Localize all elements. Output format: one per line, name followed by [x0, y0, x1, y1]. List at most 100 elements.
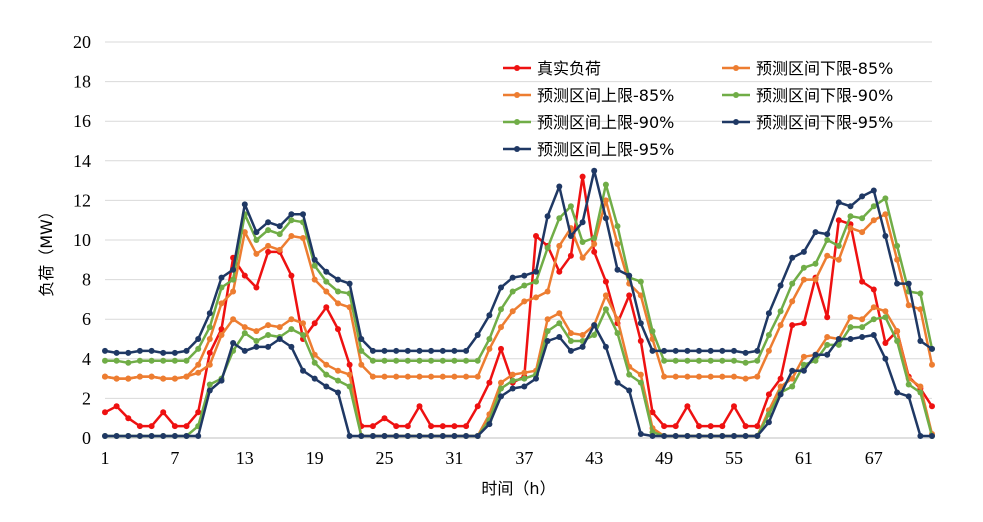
data-point: [661, 347, 668, 354]
y-tick-label: 16: [73, 111, 91, 131]
data-point: [602, 215, 609, 222]
data-point: [230, 340, 237, 346]
data-point: [835, 199, 842, 206]
data-point: [533, 294, 539, 301]
data-point: [731, 357, 737, 364]
data-point: [905, 302, 912, 309]
data-point: [777, 383, 784, 390]
data-point: [451, 357, 458, 364]
data-point: [230, 288, 237, 295]
data-point: [789, 280, 796, 287]
data-point: [474, 357, 481, 364]
data-point: [870, 304, 877, 311]
data-point: [789, 254, 796, 261]
data-point: [684, 403, 691, 410]
data-point: [533, 268, 539, 275]
data-point: [521, 282, 528, 289]
data-point: [649, 328, 656, 335]
data-point: [521, 375, 528, 382]
data-point: [765, 332, 772, 338]
data-point: [812, 276, 819, 283]
data-point: [206, 381, 213, 388]
series-layer: [102, 167, 935, 439]
data-point: [288, 211, 295, 218]
data-point: [800, 276, 807, 283]
data-point: [102, 373, 108, 380]
data-point: [241, 347, 248, 354]
data-point: [451, 347, 458, 354]
legend-item: 预测区间上限-90%: [503, 113, 674, 132]
data-point: [125, 375, 132, 382]
data-point: [498, 393, 504, 400]
data-point: [521, 272, 528, 279]
data-point: [800, 264, 807, 271]
data-point: [567, 252, 574, 259]
data-point: [672, 373, 679, 380]
data-point: [661, 433, 668, 439]
data-point: [905, 393, 912, 400]
data-point: [323, 268, 330, 275]
data-point: [591, 248, 598, 255]
x-tick-label: 37: [515, 448, 533, 468]
data-point: [381, 347, 388, 354]
data-point: [684, 357, 691, 364]
data-point: [102, 357, 108, 364]
data-point: [672, 347, 679, 354]
data-point: [393, 347, 400, 354]
legend-item: 预测区间上限-85%: [503, 86, 674, 105]
data-point: [614, 266, 621, 273]
data-point: [777, 322, 784, 329]
data-point: [113, 433, 120, 439]
data-point: [707, 347, 714, 354]
series-0: [102, 173, 935, 430]
data-point: [882, 211, 889, 218]
data-point: [579, 254, 586, 261]
series-6: [102, 167, 935, 356]
series-line: [105, 183, 934, 365]
data-point: [113, 375, 120, 382]
data-point: [882, 233, 889, 239]
data-point: [847, 336, 854, 342]
data-point: [323, 278, 330, 285]
data-point: [859, 278, 866, 285]
data-point: [160, 349, 167, 356]
data-point: [160, 357, 167, 364]
data-point: [905, 381, 912, 388]
data-point: [917, 306, 924, 313]
data-point: [894, 338, 901, 344]
data-point: [602, 343, 609, 350]
data-point: [556, 215, 563, 222]
data-point: [719, 373, 726, 380]
data-point: [288, 217, 295, 224]
data-point: [707, 433, 714, 439]
data-point: [195, 409, 202, 416]
data-point: [789, 298, 796, 305]
data-point: [253, 229, 260, 236]
y-tick-label: 6: [82, 309, 91, 329]
data-point: [614, 316, 621, 323]
data-point: [474, 373, 481, 380]
data-point: [544, 244, 551, 251]
data-point: [195, 369, 202, 376]
data-point: [637, 371, 644, 378]
data-point: [311, 256, 318, 263]
data-point: [113, 349, 120, 356]
x-axis-ticks: 1 7 13 19 25 31 37 43 49 55 61 67: [101, 448, 883, 468]
data-point: [812, 357, 819, 364]
data-point: [300, 320, 306, 327]
data-point: [358, 361, 365, 368]
data-point: [300, 211, 306, 218]
data-point: [311, 375, 318, 382]
x-tick-label: 1: [101, 448, 110, 468]
data-point: [346, 280, 353, 287]
x-axis-title: 时间（h）: [481, 479, 555, 498]
data-point: [894, 389, 901, 396]
y-tick-label: 0: [82, 428, 91, 448]
data-point: [160, 375, 167, 382]
data-point: [509, 385, 516, 392]
data-point: [160, 433, 167, 439]
data-point: [230, 266, 237, 273]
data-point: [521, 298, 528, 305]
data-point: [300, 367, 306, 374]
x-tick-label: 49: [655, 448, 673, 468]
